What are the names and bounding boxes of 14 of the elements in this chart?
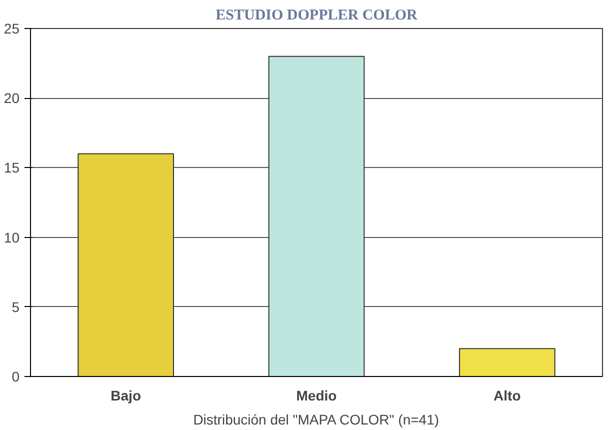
y-tick-label: 25	[4, 20, 20, 36]
chart-title: ESTUDIO DOPPLER COLOR	[216, 8, 418, 24]
bar	[459, 348, 556, 376]
x-tick-label: Bajo	[110, 388, 142, 404]
x-tick-label: Medio	[296, 388, 337, 404]
x-tick-label: Alto	[494, 388, 521, 404]
y-tick-label: 20	[4, 90, 20, 106]
y-tick-label: 0	[12, 368, 20, 384]
y-tick-label: 15	[4, 160, 20, 176]
bar	[268, 56, 365, 376]
y-tick-label: 10	[4, 229, 20, 246]
bar	[78, 153, 174, 376]
x-axis-title: Distribución del "MAPA COLOR" (n=41)	[193, 412, 440, 428]
y-tick-label: 5	[12, 298, 20, 315]
